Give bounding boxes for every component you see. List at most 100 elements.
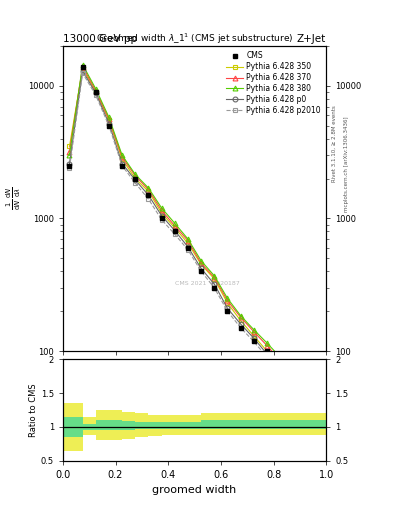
Pythia 6.428 380	[238, 312, 243, 318]
Pythia 6.428 p2010	[120, 163, 125, 169]
Pythia 6.428 370	[159, 207, 164, 214]
CMS	[146, 192, 151, 198]
Pythia 6.428 380	[304, 382, 309, 389]
Line: Pythia 6.428 380: Pythia 6.428 380	[67, 62, 322, 414]
Pythia 6.428 350	[212, 276, 217, 282]
Pythia 6.428 350	[133, 176, 138, 182]
Pythia 6.428 p2010	[252, 338, 256, 345]
Y-axis label: Ratio to CMS: Ratio to CMS	[29, 383, 38, 437]
Pythia 6.428 p2010	[133, 180, 138, 186]
CMS	[212, 285, 217, 291]
Pythia 6.428 370	[291, 373, 296, 379]
Pythia 6.428 350	[173, 225, 177, 231]
Pythia 6.428 350	[304, 388, 309, 394]
Pythia 6.428 370	[317, 414, 322, 420]
Pythia 6.428 380	[173, 220, 177, 226]
Pythia 6.428 p2010	[212, 285, 217, 291]
Line: Pythia 6.428 p0: Pythia 6.428 p0	[67, 69, 322, 426]
Pythia 6.428 p2010	[107, 123, 111, 129]
Pythia 6.428 p2010	[67, 165, 72, 171]
CMS	[120, 163, 125, 169]
Text: 13000 GeV pp: 13000 GeV pp	[63, 33, 137, 44]
Pythia 6.428 350	[146, 188, 151, 195]
Pythia 6.428 380	[317, 409, 322, 415]
CMS	[80, 63, 85, 70]
CMS	[67, 163, 72, 169]
Pythia 6.428 370	[252, 329, 256, 335]
Pythia 6.428 350	[252, 333, 256, 339]
Pythia 6.428 p2010	[146, 196, 151, 202]
Pythia 6.428 p2010	[80, 70, 85, 76]
Pythia 6.428 350	[120, 156, 125, 162]
Text: mcplots.cern.ch [arXiv:1306.3436]: mcplots.cern.ch [arXiv:1306.3436]	[344, 116, 349, 211]
CMS	[199, 268, 204, 274]
Pythia 6.428 350	[278, 361, 283, 367]
Pythia 6.428 380	[159, 205, 164, 211]
Pythia 6.428 p2010	[185, 247, 190, 253]
Pythia 6.428 380	[133, 172, 138, 178]
Pythia 6.428 370	[107, 116, 111, 122]
Legend: CMS, Pythia 6.428 350, Pythia 6.428 370, Pythia 6.428 380, Pythia 6.428 p0, Pyth: CMS, Pythia 6.428 350, Pythia 6.428 370,…	[225, 50, 322, 117]
Pythia 6.428 380	[80, 61, 85, 68]
Text: Rivet 3.1.10, ≥ 2.8M events: Rivet 3.1.10, ≥ 2.8M events	[332, 105, 337, 182]
Pythia 6.428 p0	[185, 244, 190, 250]
Pythia 6.428 p2010	[159, 217, 164, 223]
Pythia 6.428 370	[80, 63, 85, 70]
Pythia 6.428 p0	[225, 305, 230, 311]
Pythia 6.428 380	[94, 86, 98, 92]
Title: Groomed width $\lambda\_1^1$ (CMS jet substructure): Groomed width $\lambda\_1^1$ (CMS jet su…	[96, 32, 293, 46]
Pythia 6.428 350	[159, 210, 164, 216]
Pythia 6.428 p0	[67, 160, 72, 166]
Pythia 6.428 370	[185, 238, 190, 244]
Pythia 6.428 p0	[212, 281, 217, 287]
Pythia 6.428 380	[264, 340, 269, 346]
Pythia 6.428 350	[94, 89, 98, 95]
Pythia 6.428 p0	[199, 265, 204, 271]
Pythia 6.428 370	[225, 297, 230, 304]
Pythia 6.428 p2010	[173, 231, 177, 238]
Pythia 6.428 p0	[94, 90, 98, 96]
Pythia 6.428 p0	[238, 321, 243, 327]
CMS	[173, 228, 177, 234]
Pythia 6.428 370	[199, 260, 204, 266]
Pythia 6.428 p0	[146, 192, 151, 198]
Pythia 6.428 p0	[278, 365, 283, 371]
Pythia 6.428 370	[238, 314, 243, 321]
Pythia 6.428 p0	[107, 120, 111, 126]
Pythia 6.428 350	[264, 348, 269, 354]
CMS	[304, 388, 309, 394]
Pythia 6.428 p2010	[304, 394, 309, 400]
Pythia 6.428 370	[133, 173, 138, 179]
Pythia 6.428 370	[173, 223, 177, 229]
Text: Z+Jet: Z+Jet	[297, 33, 326, 44]
Pythia 6.428 p0	[291, 379, 296, 386]
Pythia 6.428 380	[212, 273, 217, 279]
Y-axis label: $\frac{1}{\mathrm{d}N}\,\frac{\mathrm{d}N}{\mathrm{d}\lambda}$: $\frac{1}{\mathrm{d}N}\,\frac{\mathrm{d}…	[5, 187, 24, 210]
Pythia 6.428 p0	[173, 227, 177, 233]
Pythia 6.428 p0	[252, 335, 256, 342]
Pythia 6.428 380	[199, 258, 204, 264]
CMS	[159, 216, 164, 222]
Pythia 6.428 370	[146, 186, 151, 193]
Pythia 6.428 350	[225, 300, 230, 306]
CMS	[107, 123, 111, 129]
Pythia 6.428 380	[252, 327, 256, 333]
CMS	[278, 361, 283, 367]
Pythia 6.428 380	[291, 369, 296, 375]
X-axis label: groomed width: groomed width	[152, 485, 237, 496]
Pythia 6.428 380	[146, 185, 151, 191]
Pythia 6.428 350	[67, 143, 72, 150]
CMS	[264, 348, 269, 354]
Pythia 6.428 p0	[80, 68, 85, 74]
Pythia 6.428 p2010	[264, 354, 269, 360]
Pythia 6.428 380	[67, 152, 72, 158]
Pythia 6.428 p0	[120, 160, 125, 166]
Line: Pythia 6.428 370: Pythia 6.428 370	[67, 64, 322, 419]
CMS	[94, 89, 98, 95]
CMS	[225, 308, 230, 314]
Pythia 6.428 370	[212, 274, 217, 281]
Pythia 6.428 350	[291, 377, 296, 383]
Pythia 6.428 350	[199, 262, 204, 268]
Pythia 6.428 p2010	[291, 382, 296, 389]
CMS	[238, 325, 243, 331]
